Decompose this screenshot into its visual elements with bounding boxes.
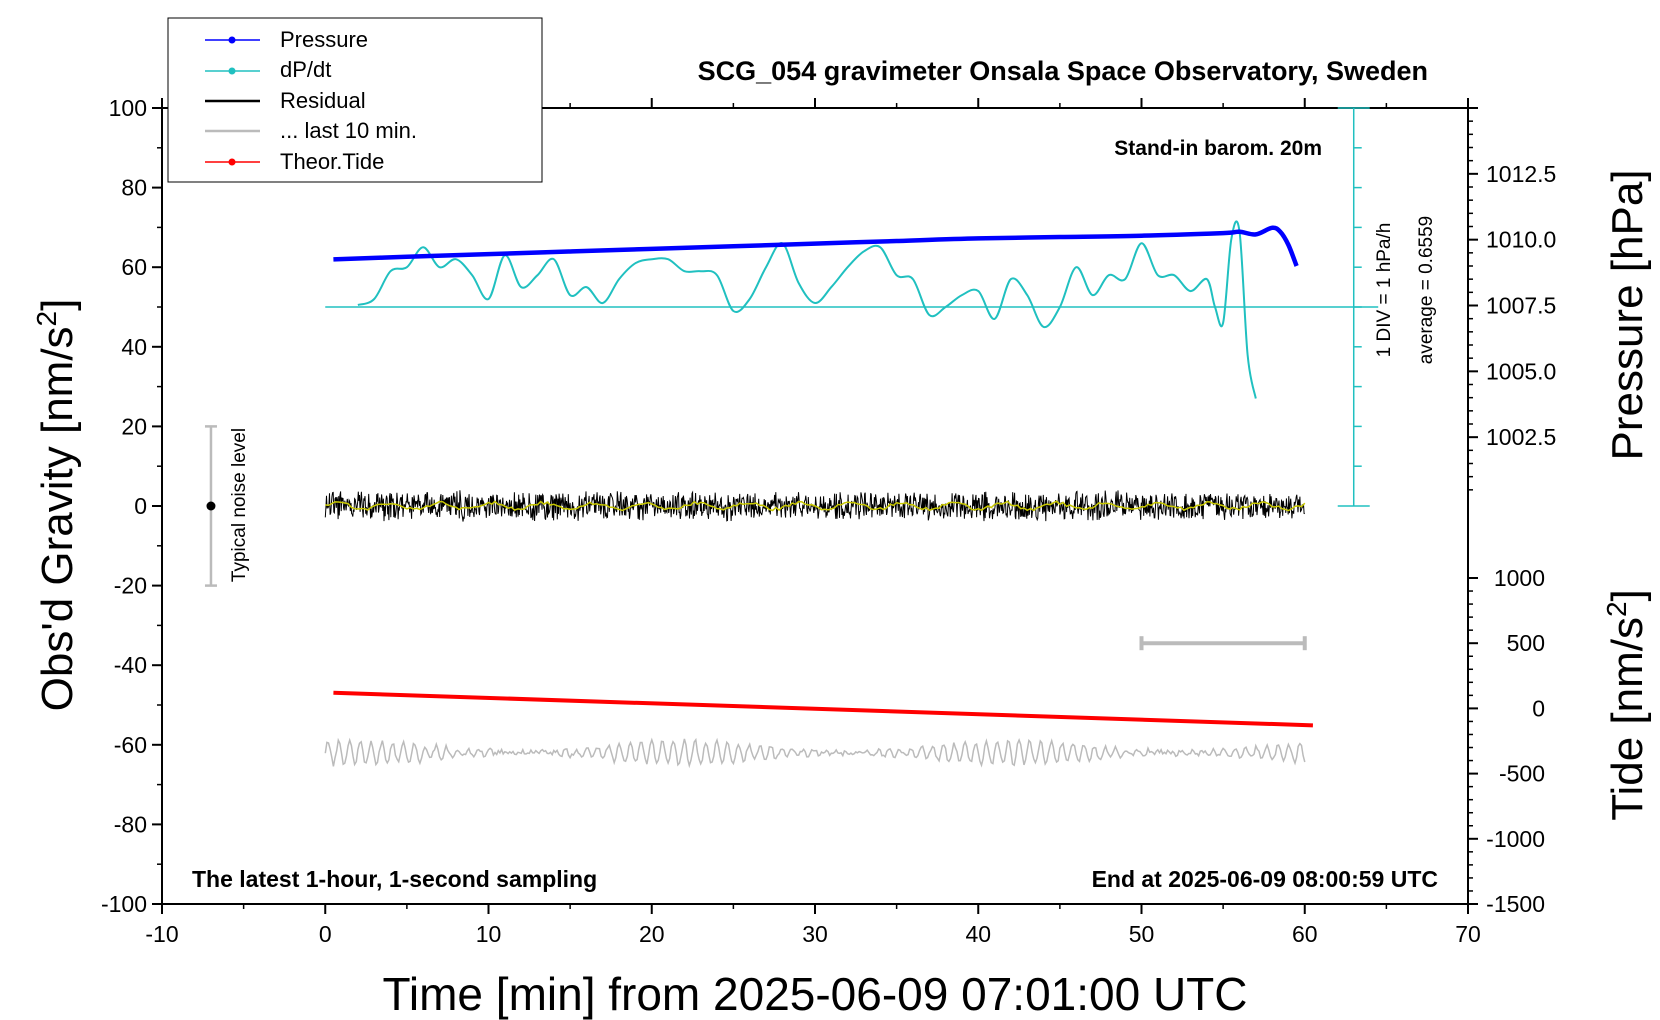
tide-tick-label: -1000 (1486, 826, 1545, 852)
y-tick-label: 0 (134, 493, 147, 519)
pressure-tick-label: 1007.5 (1486, 293, 1556, 319)
noise-bar-layer (204, 425, 217, 587)
pressure-series-line (333, 225, 1299, 267)
dpdt-series-line (357, 220, 1257, 399)
legend-label-dpdt: dP/dt (280, 57, 331, 82)
y-axis-label: Obs'd Gravity [nm/s2] (31, 299, 82, 712)
legend-item-tide: Theor.Tide (205, 149, 384, 174)
tide-tick-label: 500 (1507, 630, 1545, 656)
y-tick-label: 80 (121, 175, 147, 201)
tide-tick-label: 0 (1532, 695, 1545, 721)
x-tick-label: 10 (476, 921, 502, 947)
y-tick-label: 40 (121, 334, 147, 360)
noise-level-label: Typical noise level (229, 428, 250, 582)
x-axis-label: Time [min] from 2025-06-09 07:01:00 UTC (383, 968, 1248, 1020)
tide-scale-bar-layer (1139, 636, 1307, 651)
end-time-note: End at 2025-06-09 08:00:59 UTC (1092, 866, 1438, 892)
x-tick-label: 60 (1292, 921, 1318, 947)
dpdt-average-label: average = 0.6559 (1416, 216, 1437, 364)
y-tick-label: 20 (121, 413, 147, 439)
legend: Pressure dP/dt Residual ... last 10 min.… (167, 17, 543, 183)
x-tick-label: 30 (802, 921, 828, 947)
noise-bar-center-dot (206, 501, 216, 511)
x-axis-ticks: -10 0 10 20 30 40 50 60 70 (145, 98, 1481, 947)
sampling-note: The latest 1-hour, 1-second sampling (192, 866, 597, 892)
y-tick-label: -80 (114, 811, 147, 837)
chart-title: SCG_054 gravimeter Onsala Space Observat… (698, 56, 1428, 86)
x-tick-label: 50 (1129, 921, 1155, 947)
tide-tick-label: 1000 (1494, 565, 1545, 591)
y-tick-label: -60 (114, 732, 147, 758)
x-tick-label: -10 (145, 921, 178, 947)
pressure-tick-label: 1010.0 (1486, 227, 1556, 253)
y-axis-ticks: 100 80 60 40 20 0 -20 -40 -60 -80 -100 (101, 95, 162, 917)
y-tick-label: -40 (114, 652, 147, 678)
y-tick-label: 60 (121, 254, 147, 280)
tide-axis-label: Tide [nm/s2] (1601, 589, 1652, 821)
tide-series-line (333, 690, 1313, 728)
tide-axis-ticks: 1000 500 0 -500 -1000 -1500 (1468, 565, 1545, 917)
pressure-series-layer (333, 225, 1299, 267)
tide-series-layer (333, 690, 1313, 728)
y-tick-label: -100 (101, 891, 147, 917)
pressure-axis-label: Pressure [hPa] (1603, 169, 1652, 460)
dpdt-scale-layer (1337, 107, 1370, 507)
residual-series-line (324, 490, 1305, 522)
y-tick-label: 100 (109, 95, 147, 121)
pressure-axis-ticks: 1012.5 1010.0 1007.5 1005.0 1002.5 (1468, 107, 1556, 491)
legend-item-last10: ... last 10 min. (205, 118, 417, 143)
last10-series-layer (324, 737, 1306, 769)
x-tick-label: 0 (319, 921, 332, 947)
dpdt-div-label: 1 DIV = 1 hPa/h (1374, 223, 1395, 358)
legend-label-tide: Theor.Tide (280, 149, 384, 174)
y-tick-label: -20 (114, 573, 147, 599)
pressure-tick-label: 1002.5 (1486, 424, 1556, 450)
legend-item-residual: Residual (205, 88, 366, 113)
residual-smooth-line (325, 500, 1306, 512)
legend-label-residual: Residual (280, 88, 366, 113)
pressure-tick-label: 1012.5 (1486, 161, 1556, 187)
legend-item-dpdt: dP/dt (205, 57, 331, 82)
x-tick-label: 40 (965, 921, 991, 947)
last10-series-line (324, 737, 1306, 769)
dpdt-series-layer (357, 220, 1257, 399)
legend-label-pressure: Pressure (280, 27, 368, 52)
x-tick-label: 20 (639, 921, 665, 947)
legend-item-pressure: Pressure (205, 27, 368, 52)
tide-tick-label: -1500 (1486, 891, 1545, 917)
x-tick-label: 70 (1455, 921, 1481, 947)
stand-in-label: Stand-in barom. 20m (1114, 137, 1322, 160)
legend-label-last10: ... last 10 min. (280, 118, 417, 143)
residual-series-layer (324, 490, 1306, 522)
pressure-tick-label: 1005.0 (1486, 358, 1556, 384)
tide-tick-label: -500 (1499, 761, 1545, 787)
